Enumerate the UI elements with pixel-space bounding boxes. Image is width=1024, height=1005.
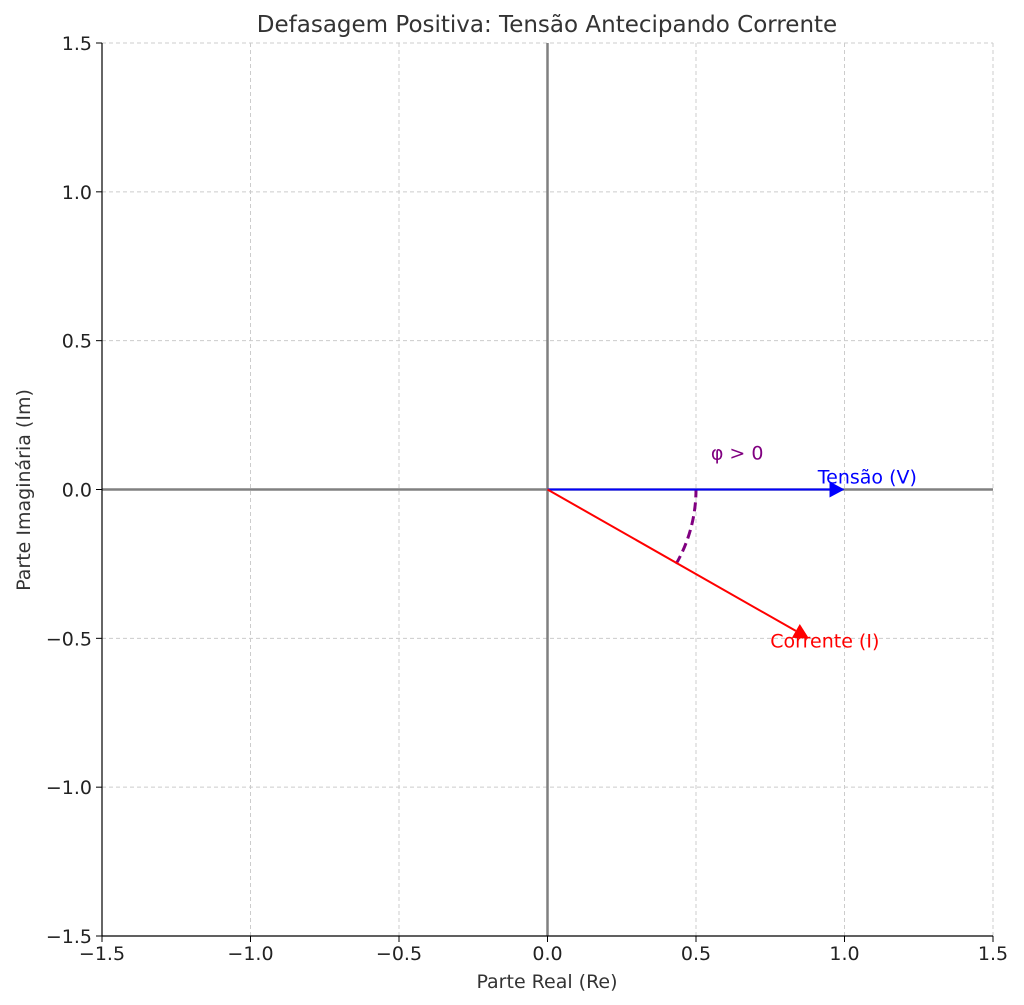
y-tick-label: 1.5 [62, 33, 92, 55]
x-tick-label: −1.0 [227, 943, 273, 965]
annotations-layer: Tensão (V) Corrente (I) φ > 0 [711, 443, 917, 653]
voltage-label: Tensão (V) [817, 467, 917, 489]
x-tick-label: 0.0 [532, 943, 562, 965]
x-axis-label: Parte Real (Re) [476, 971, 617, 993]
y-tick-label: −1.0 [46, 777, 92, 799]
chart-title: Defasagem Positiva: Tensão Antecipando C… [257, 12, 837, 38]
phase-angle-label: φ > 0 [711, 443, 764, 465]
vectors-layer [547, 481, 845, 639]
phase-angle-arc [674, 489, 698, 565]
current-vector-line [547, 488, 797, 632]
y-tick-label: 0.5 [62, 331, 92, 353]
y-tick-label: 1.0 [62, 182, 92, 204]
y-tick-label: −1.5 [46, 926, 92, 948]
x-tick-label: −0.5 [376, 943, 422, 965]
x-tick-label: −1.5 [79, 943, 125, 965]
y-axis-label: Parte Imaginária (Im) [13, 389, 35, 591]
voltage-vector-arrowhead [829, 481, 845, 498]
current-label: Corrente (I) [770, 630, 879, 652]
x-ticks: −1.5 −1.0 −0.5 0.0 0.5 1.0 1.5 [79, 936, 1008, 965]
angle-arc-layer [674, 489, 698, 565]
x-tick-label: 1.5 [978, 943, 1008, 965]
y-ticks: −1.5 −1.0 −0.5 0.0 0.5 1.0 1.5 [46, 33, 102, 948]
y-tick-label: −0.5 [46, 628, 92, 650]
x-tick-label: 1.0 [829, 943, 859, 965]
x-tick-label: 0.5 [681, 943, 711, 965]
current-vector-arrowhead [791, 623, 809, 639]
y-tick-label: 0.0 [62, 480, 92, 502]
